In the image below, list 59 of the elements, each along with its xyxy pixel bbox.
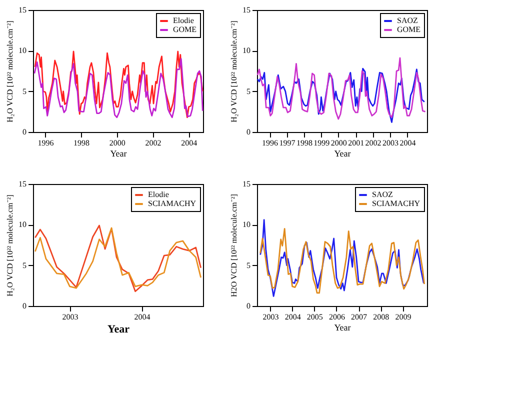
legend-label: SAOZ bbox=[372, 190, 394, 199]
line-series bbox=[260, 228, 426, 294]
x-tick-label: 1999 bbox=[314, 138, 330, 148]
legend-label: GOME bbox=[173, 25, 197, 34]
line-series bbox=[256, 68, 426, 123]
legend-label: Elodie bbox=[173, 16, 194, 25]
y-tick-label: 5 bbox=[22, 86, 26, 96]
legend-label: SCIAMACHY bbox=[148, 199, 196, 208]
x-axis-title: Year bbox=[108, 324, 130, 336]
y-tick-label: 0 bbox=[22, 128, 26, 136]
x-tick-label: 1998 bbox=[74, 138, 90, 148]
y-tick-label: 15 bbox=[18, 6, 26, 14]
x-tick-label: 1997 bbox=[279, 138, 296, 148]
legend-label: SCIAMACHY bbox=[372, 199, 420, 208]
x-tick-label: 2005 bbox=[306, 312, 323, 322]
y-tick-label: 5 bbox=[246, 260, 250, 270]
x-tick-label: 1996 bbox=[38, 138, 54, 148]
y-tick-label: 10 bbox=[242, 46, 250, 56]
y-axis-title: H₂O VCD [10²² molecule.cm⁻²] bbox=[6, 20, 14, 122]
line-series bbox=[256, 57, 426, 120]
legend-label: SAOZ bbox=[397, 16, 418, 25]
x-tick-label: 2004 bbox=[400, 138, 416, 148]
x-tick-label: 2004 bbox=[284, 312, 301, 322]
x-tick-label: 2000 bbox=[330, 138, 347, 148]
y-tick-label: 10 bbox=[18, 46, 26, 56]
x-tick-label: 2001 bbox=[348, 138, 364, 148]
legend-label: Elodie bbox=[148, 190, 170, 199]
x-tick-label: 2007 bbox=[351, 312, 368, 322]
y-tick-label: 15 bbox=[18, 180, 26, 188]
y-tick-label: 10 bbox=[18, 220, 26, 230]
x-tick-label: 2006 bbox=[328, 312, 345, 322]
y-tick-label: 10 bbox=[242, 220, 250, 230]
x-tick-label: 2003 bbox=[62, 312, 78, 322]
x-tick-label: 2002 bbox=[365, 138, 382, 148]
x-tick-label: 2009 bbox=[395, 312, 412, 322]
x-tick-label: 2000 bbox=[109, 138, 126, 148]
y-tick-label: 0 bbox=[22, 302, 26, 310]
y-tick-label: 0 bbox=[246, 302, 250, 310]
x-tick-label: 2004 bbox=[134, 312, 150, 322]
y-tick-label: 5 bbox=[246, 86, 250, 96]
y-axis-title: H₂O VCD [10²² molecule.cm⁻²] bbox=[230, 20, 238, 122]
x-tick-label: 1998 bbox=[296, 138, 312, 148]
x-tick-label: 2003 bbox=[382, 138, 399, 148]
y-tick-label: 15 bbox=[242, 180, 250, 188]
y-axis-title: H2O VCD [10²² molecule.cm⁻²] bbox=[230, 194, 238, 297]
line-series bbox=[260, 219, 424, 297]
x-tick-label: 2002 bbox=[145, 138, 162, 148]
y-tick-label: 15 bbox=[242, 6, 250, 14]
y-tick-label: 5 bbox=[22, 260, 26, 270]
legend-label: GOME bbox=[397, 25, 421, 34]
x-axis-title: Year bbox=[334, 322, 351, 332]
y-tick-label: 0 bbox=[246, 128, 250, 136]
x-tick-label: 2004 bbox=[181, 138, 198, 148]
y-axis-title: H₂O VCD [10²² molecule.cm⁻²] bbox=[6, 194, 14, 296]
x-tick-label: 1996 bbox=[262, 138, 278, 148]
x-axis-title: Year bbox=[110, 148, 127, 158]
x-tick-label: 2003 bbox=[262, 312, 279, 322]
x-tick-label: 2008 bbox=[373, 312, 390, 322]
x-axis-title: Year bbox=[334, 148, 351, 158]
